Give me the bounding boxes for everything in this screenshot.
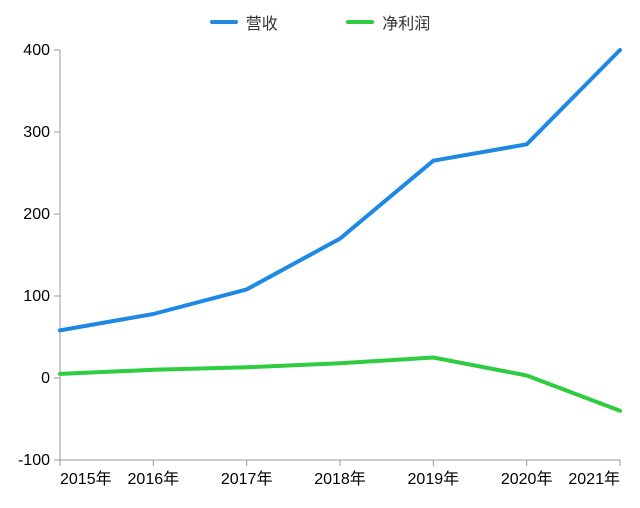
chart-legend: 营收 净利润: [0, 10, 640, 34]
series-line-0: [60, 50, 620, 330]
series-line-1: [60, 358, 620, 411]
x-tick-label: 2017年: [221, 470, 273, 488]
y-tick-label: 200: [23, 206, 50, 223]
legend-swatch-revenue: [210, 20, 238, 24]
legend-label-revenue: 营收: [246, 10, 278, 34]
x-tick-label: 2016年: [128, 470, 180, 488]
y-tick-label: 0: [41, 370, 50, 387]
legend-swatch-profit: [346, 20, 374, 24]
chart-svg: -100 0 100 200 300 400 2015年 2016年 2017年 2018年 201…: [0, 0, 640, 508]
x-tick-label: 2021年: [568, 470, 620, 488]
x-tick-label: 2019年: [408, 470, 460, 488]
y-tick-label: 100: [23, 288, 50, 305]
y-tick-label: 300: [23, 124, 50, 141]
x-tick-label: 2015年: [60, 470, 112, 488]
legend-item-profit: 净利润: [346, 10, 430, 34]
x-tick-label: 2018年: [314, 470, 366, 488]
x-tick-label: 2020年: [501, 470, 553, 488]
y-tick-label: -100: [18, 452, 50, 469]
line-chart: 营收 净利润 -100 0 100 200 300 400 2015年 2016年 2017年 2…: [0, 0, 640, 508]
y-tick-label: 400: [23, 42, 50, 59]
legend-item-revenue: 营收: [210, 10, 278, 34]
legend-label-profit: 净利润: [382, 10, 430, 34]
